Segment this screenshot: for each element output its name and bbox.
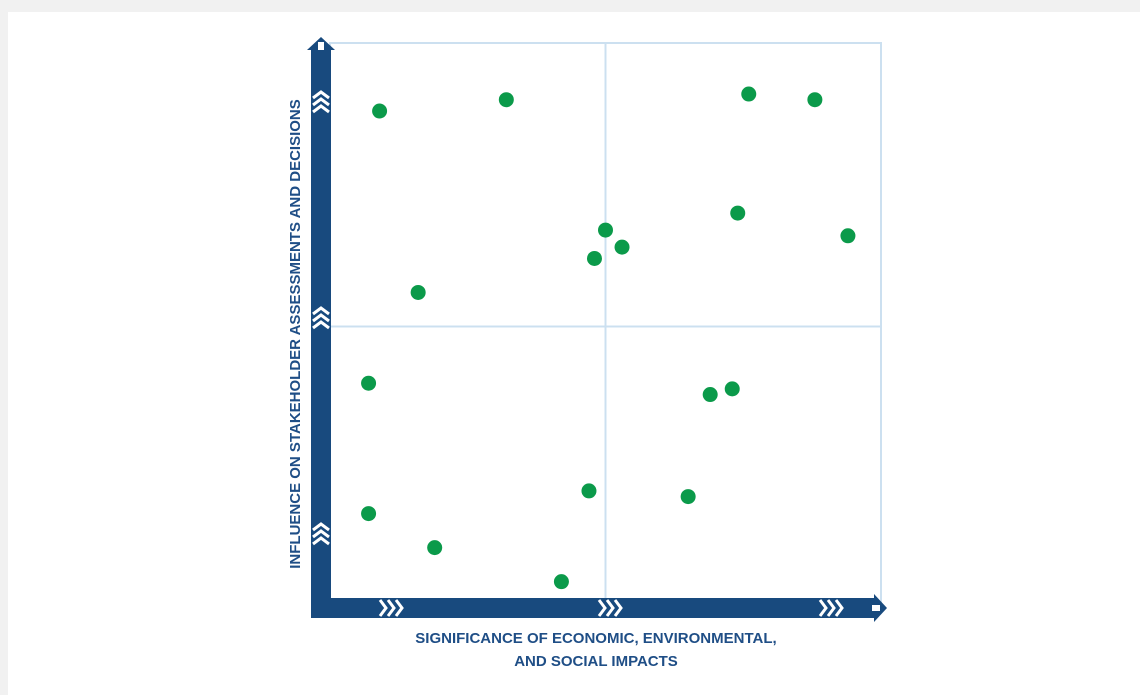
data-point (498, 92, 514, 108)
x-axis-chevrons-right-icon (818, 599, 844, 617)
data-point (372, 103, 388, 119)
y-axis-bar (311, 50, 331, 618)
x-axis-label-line-2: AND SOCIAL IMPACTS (514, 653, 678, 670)
y-axis-chevrons-top-icon (312, 90, 330, 114)
data-point (586, 250, 602, 266)
y-axis-chevrons-mid-icon (312, 306, 330, 330)
data-point (730, 205, 746, 221)
data-point (553, 574, 569, 590)
y-axis-chevrons-bottom-icon (312, 522, 330, 546)
data-point (807, 92, 823, 108)
data-points (361, 86, 856, 590)
x-axis (311, 594, 887, 622)
data-point (410, 284, 426, 300)
chart-card: SIGNIFICANCE OF ECONOMIC, ENVIRONMENTAL,… (8, 12, 1140, 695)
data-point (614, 239, 630, 255)
data-point (702, 387, 718, 403)
data-point (427, 540, 443, 556)
data-point (840, 228, 856, 244)
y-axis (307, 37, 335, 618)
x-axis-label-line-1: SIGNIFICANCE OF ECONOMIC, ENVIRONMENTAL, (415, 630, 776, 647)
data-point (361, 375, 377, 391)
materiality-scatter-chart: SIGNIFICANCE OF ECONOMIC, ENVIRONMENTAL,… (287, 37, 887, 670)
data-point (581, 483, 597, 499)
data-point (361, 506, 377, 522)
y-axis-arrow-stem-notch (318, 42, 324, 50)
x-axis-bar (311, 598, 876, 618)
y-axis-label: INFLUENCE ON STAKEHOLDER ASSESSMENTS AND… (287, 99, 304, 568)
x-axis-chevrons-mid-icon (597, 599, 623, 617)
x-axis-arrowhead-icon (874, 594, 887, 622)
data-point (741, 86, 757, 102)
x-axis-chevrons-left-icon (378, 599, 404, 617)
data-point (598, 222, 613, 238)
data-point (724, 381, 740, 397)
quadrant-grid (329, 42, 882, 611)
x-axis-arrow-stem-notch (872, 605, 880, 611)
data-point (680, 489, 696, 505)
